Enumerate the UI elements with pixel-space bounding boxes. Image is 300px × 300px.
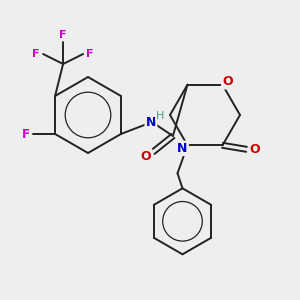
Text: O: O bbox=[222, 75, 233, 88]
Text: O: O bbox=[249, 143, 260, 156]
Text: F: F bbox=[22, 128, 30, 140]
Text: N: N bbox=[146, 116, 156, 128]
Text: F: F bbox=[32, 49, 40, 59]
Text: H: H bbox=[156, 111, 164, 121]
Text: N: N bbox=[177, 142, 188, 155]
Text: O: O bbox=[141, 149, 151, 163]
Text: F: F bbox=[86, 49, 94, 59]
Text: F: F bbox=[59, 30, 67, 40]
